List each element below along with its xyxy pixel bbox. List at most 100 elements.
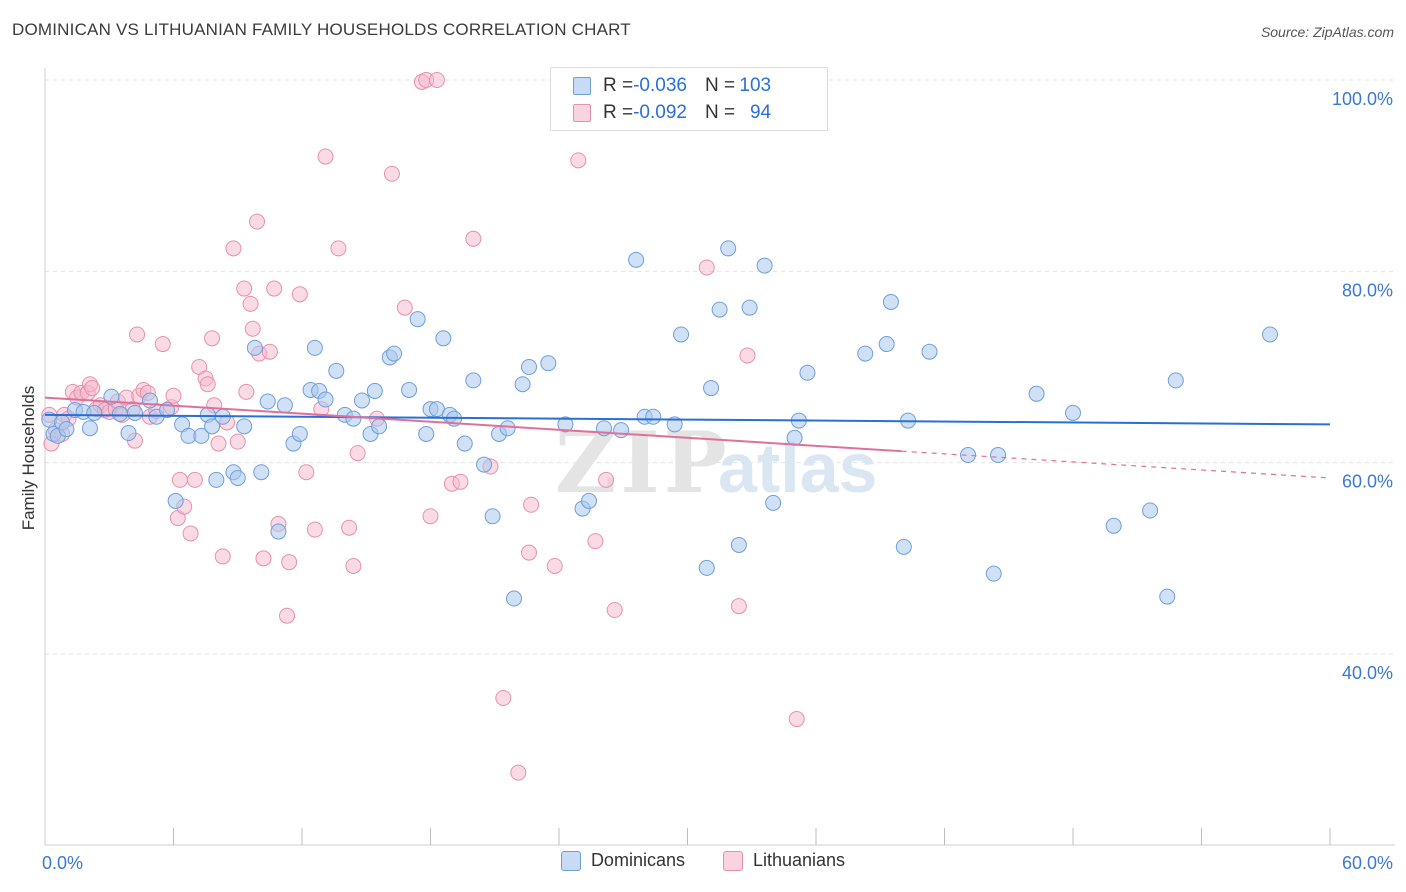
lithuanians-point bbox=[306, 521, 323, 538]
dominicans-point bbox=[673, 326, 690, 343]
lithuanians-trend-extension bbox=[901, 450, 1331, 479]
lithuanians-point bbox=[606, 601, 623, 618]
series-legend: Dominicans Lithuanians bbox=[0, 850, 1406, 871]
dominicans-point bbox=[328, 362, 345, 379]
lithuanians-point bbox=[238, 383, 255, 400]
dominicans-point bbox=[103, 388, 120, 405]
lithuanians-point bbox=[739, 347, 756, 364]
dominicans-point bbox=[259, 393, 276, 410]
grid-lines bbox=[45, 79, 1395, 655]
dominicans-point bbox=[506, 590, 523, 607]
lithuanians-point bbox=[214, 548, 231, 565]
dominicans-point bbox=[435, 330, 452, 347]
dominicans-point bbox=[857, 345, 874, 362]
dominicans-trend-line bbox=[44, 413, 1331, 426]
dominicans-legend-swatch bbox=[560, 850, 581, 871]
dominicans-point bbox=[253, 464, 270, 481]
dominicans-point bbox=[409, 311, 426, 328]
chart-source: Source: ZipAtlas.com bbox=[1260, 24, 1394, 40]
lithuanians-point bbox=[255, 550, 272, 567]
dominicans-point bbox=[666, 416, 683, 433]
lithuanians-point bbox=[396, 299, 413, 316]
dominicans-point bbox=[765, 494, 782, 511]
lithuanians-point bbox=[171, 471, 188, 488]
r-label: R = bbox=[603, 75, 634, 96]
n-value: 103 bbox=[739, 75, 772, 96]
lithuanians-point bbox=[349, 445, 366, 462]
dominicans-point bbox=[126, 404, 143, 421]
n-label: N = bbox=[704, 102, 736, 123]
lithuanians-point bbox=[165, 387, 182, 404]
lithuanians-point bbox=[279, 607, 296, 624]
dominicans-point bbox=[167, 492, 184, 509]
dominicans-swatch bbox=[573, 77, 591, 95]
dominicans-point bbox=[990, 447, 1007, 464]
dominicans-point bbox=[514, 376, 531, 393]
lithuanians-point bbox=[261, 343, 278, 360]
y-tick-label: 40.0% bbox=[1342, 663, 1393, 683]
chart-title: DOMINICAN VS LITHUANIAN FAMILY HOUSEHOLD… bbox=[12, 20, 631, 39]
dominicans-point bbox=[698, 559, 715, 576]
dominicans-point bbox=[236, 418, 253, 435]
dominicans-point bbox=[1159, 588, 1176, 605]
lithuanians-point bbox=[428, 72, 445, 88]
dominicans-point bbox=[204, 418, 221, 435]
dominicans-point bbox=[1142, 502, 1159, 519]
dominicans-point bbox=[557, 416, 574, 433]
lithuanians-point bbox=[129, 326, 146, 343]
lithuanians-point bbox=[84, 380, 101, 397]
lithuanians-point bbox=[523, 496, 540, 513]
legend-row-dominicans: R = -0.036 N = 103 bbox=[573, 73, 771, 99]
lithuanians-point bbox=[465, 230, 482, 247]
dominicans-point bbox=[366, 382, 383, 399]
dominicans-point bbox=[270, 523, 287, 540]
dominicans-point bbox=[756, 257, 773, 274]
lithuanians-point bbox=[249, 213, 266, 230]
lithuanians-point bbox=[204, 330, 221, 347]
lithuanians-point bbox=[570, 152, 587, 169]
lithuanians-point bbox=[154, 336, 171, 353]
lithuanians-point bbox=[266, 280, 283, 297]
dominicans-point bbox=[401, 381, 418, 398]
dominicans-point bbox=[484, 508, 501, 525]
dominicans-point bbox=[985, 565, 1002, 582]
legend-label: Lithuanians bbox=[752, 850, 846, 870]
dominicans-point bbox=[58, 421, 75, 438]
legend-item-dominicans[interactable]: Dominicans bbox=[560, 850, 685, 871]
dominicans-point bbox=[208, 471, 225, 488]
lithuanians-point bbox=[521, 544, 538, 561]
dominicans-point bbox=[1065, 404, 1081, 421]
lithuanians-point bbox=[587, 533, 604, 550]
watermark-zip: ZIP bbox=[555, 413, 731, 512]
y-axis-label: Family Households bbox=[19, 386, 38, 531]
dominicans-point bbox=[456, 435, 473, 452]
lithuanians-point bbox=[199, 376, 216, 393]
n-value: 94 bbox=[749, 102, 772, 123]
dominicans-point bbox=[246, 339, 263, 356]
dominicans-point bbox=[1028, 385, 1045, 402]
lithuanians-point bbox=[182, 525, 199, 542]
tick-labels: 100.0% 80.0% 60.0% 40.0% 0.0% 60.0% bbox=[42, 89, 1393, 873]
y-tick-label: 60.0% bbox=[1342, 472, 1393, 492]
lithuanians-point bbox=[330, 240, 347, 257]
y-tick-label: 100.0% bbox=[1332, 89, 1393, 109]
x-tick-label: 0.0% bbox=[42, 853, 83, 873]
dominicans-point bbox=[960, 447, 977, 464]
lithuanians-swatch bbox=[573, 104, 591, 122]
n-label: N = bbox=[704, 75, 736, 96]
dominicans-point bbox=[81, 420, 98, 437]
lithuanians-point bbox=[186, 471, 203, 488]
lithuanians-trend-line bbox=[44, 396, 902, 453]
dominicans-point bbox=[353, 392, 370, 409]
dominicans-point bbox=[499, 420, 516, 437]
dominicans-point bbox=[141, 392, 158, 409]
dominicans-point bbox=[476, 456, 493, 473]
dominicans-point bbox=[120, 425, 137, 442]
lithuanians-legend-swatch bbox=[722, 850, 743, 871]
lithuanians-point bbox=[317, 148, 334, 165]
dominicans-point bbox=[895, 538, 912, 555]
dominicans-point bbox=[720, 240, 737, 257]
lithuanians-point bbox=[698, 259, 715, 276]
lithuanians-point bbox=[345, 557, 362, 574]
legend-item-lithuanians[interactable]: Lithuanians bbox=[722, 850, 846, 871]
